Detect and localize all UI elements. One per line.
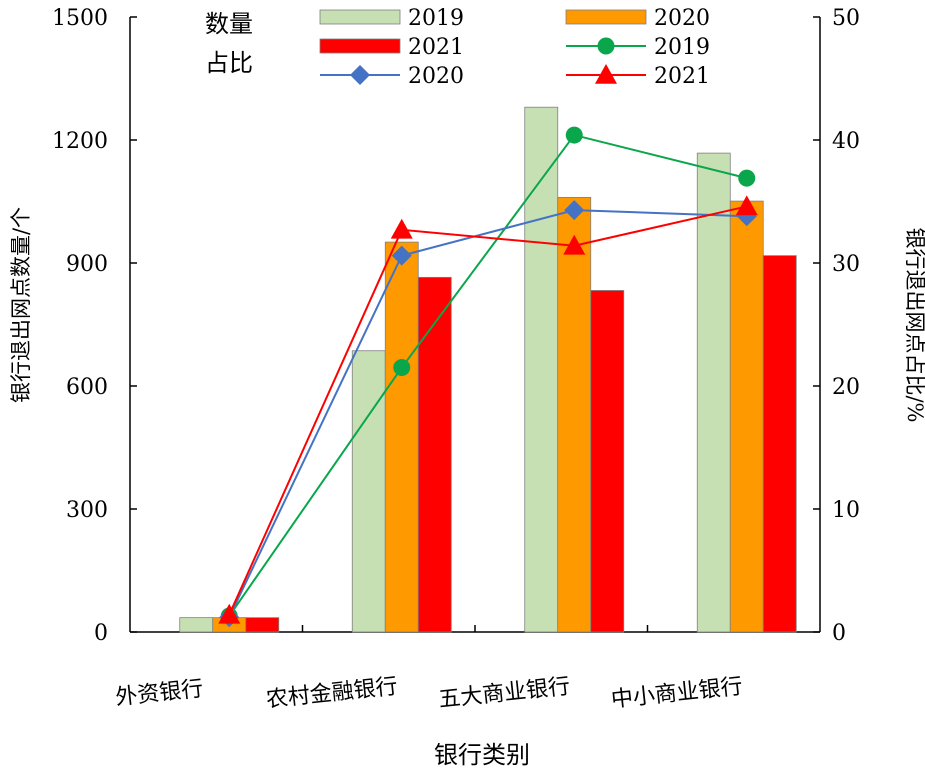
point-2021 (390, 218, 413, 239)
bar-2019 (524, 106, 559, 633)
y-axis-label-left: 银行退出网点数量/个 (9, 207, 33, 403)
x-tick-label: 中小商业银行 (610, 674, 744, 713)
bar-2021 (417, 276, 452, 633)
y-tick-label-left: 600 (66, 375, 108, 400)
legend-group-label-share: 占比 (205, 49, 253, 77)
bar-2020 (729, 200, 764, 633)
y-tick-label-left: 1200 (52, 129, 108, 154)
x-tick-label: 五大商业银行 (437, 674, 571, 713)
bar-2021 (762, 255, 797, 633)
x-tick-label: 外资银行 (114, 677, 204, 711)
bar-2019 (179, 617, 214, 633)
legend-group-label-count: 数量 (205, 10, 253, 38)
x-tick-label: 农村金融银行 (265, 674, 399, 713)
point-2019 (565, 126, 583, 144)
bar-2019 (696, 152, 731, 633)
x-axis-label: 银行类别 (434, 741, 530, 769)
plot-area: 0 300 600 900 1200 1500 0 10 20 30 40 50 外资银行 农村金融银行五… (52, 6, 860, 713)
point-2019 (393, 359, 411, 377)
y-tick-label-right: 0 (832, 621, 846, 646)
legend-marker-2021 (595, 64, 617, 84)
bar-2019 (351, 350, 386, 633)
y-tick-label-left: 0 (94, 621, 108, 646)
point-2021 (218, 603, 241, 624)
bar-2021 (245, 617, 280, 633)
point-2021 (563, 234, 586, 255)
point-2020 (564, 200, 585, 221)
y-tick-label-right: 40 (832, 129, 860, 154)
bar-2021 (590, 290, 625, 633)
legend-marker-2020 (350, 65, 370, 85)
bar-2020 (384, 241, 419, 633)
y-tick-label-left: 300 (66, 498, 108, 523)
legend-label: 2019 (408, 6, 464, 31)
legend-label: 2021 (408, 35, 464, 60)
line-2021 (228, 205, 747, 616)
legend-label: 2021 (654, 64, 710, 89)
legend-swatch-bar-2021 (319, 38, 401, 54)
line-2020 (228, 209, 747, 618)
legend-label: 2019 (654, 35, 710, 60)
y-axis-label-right: 银行退出网点占比/% (903, 227, 925, 422)
y-tick-label-right: 10 (832, 498, 860, 523)
point-2021 (735, 195, 758, 216)
point-2019 (738, 169, 756, 187)
legend-swatch-bar-2019 (319, 9, 401, 25)
bar-2020 (557, 196, 592, 633)
legend-label: 2020 (408, 64, 464, 89)
point-2020 (391, 245, 412, 266)
y-tick-label-left: 1500 (52, 6, 108, 31)
y-tick-label-right: 30 (832, 252, 860, 277)
legend-marker-2019 (597, 37, 615, 55)
y-tick-label-left: 900 (66, 252, 108, 277)
legend-label: 2020 (654, 6, 710, 31)
y-tick-label-right: 50 (832, 6, 860, 31)
legend-swatch-bar-2020 (565, 9, 647, 25)
line-2019 (228, 133, 747, 617)
y-tick-label-right: 20 (832, 375, 860, 400)
